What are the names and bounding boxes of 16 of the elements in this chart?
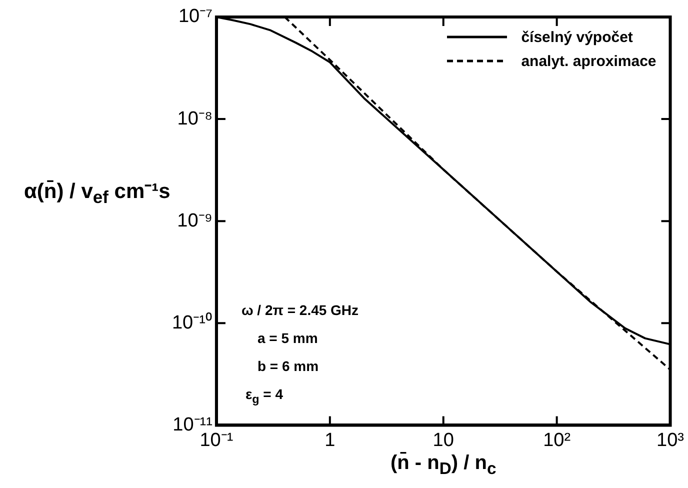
x-axis-title: (n̄ - n$_{D}$) / n$_{c}$ xyxy=(390,452,496,479)
x-tick-label: 10³ xyxy=(656,430,684,451)
annotation: ω / 2π = 2.45 GHz xyxy=(241,302,359,318)
x-tick-label: 10 xyxy=(432,430,454,451)
x-tick-label: 10² xyxy=(543,430,571,451)
legend-label: číselný výpočet xyxy=(521,28,633,46)
annotation: b = 6 mm xyxy=(257,358,319,374)
annotation: ε$_{g}$ = 4 xyxy=(245,386,283,406)
y-axis-title: α(n̄) / v$_{ef}$ cm⁻¹s xyxy=(24,179,170,208)
y-tick-label: 10⁻⁹ xyxy=(177,210,212,232)
y-tick-label: 10⁻¹⁰ xyxy=(172,311,212,334)
y-tick-label: 10⁻⁸ xyxy=(177,108,212,130)
x-tick-label: 1 xyxy=(324,430,336,451)
annotation: a = 5 mm xyxy=(257,330,318,346)
y-tick-label: 10⁻⁷ xyxy=(178,6,213,28)
legend-label: analyt. aproximace xyxy=(521,52,656,70)
